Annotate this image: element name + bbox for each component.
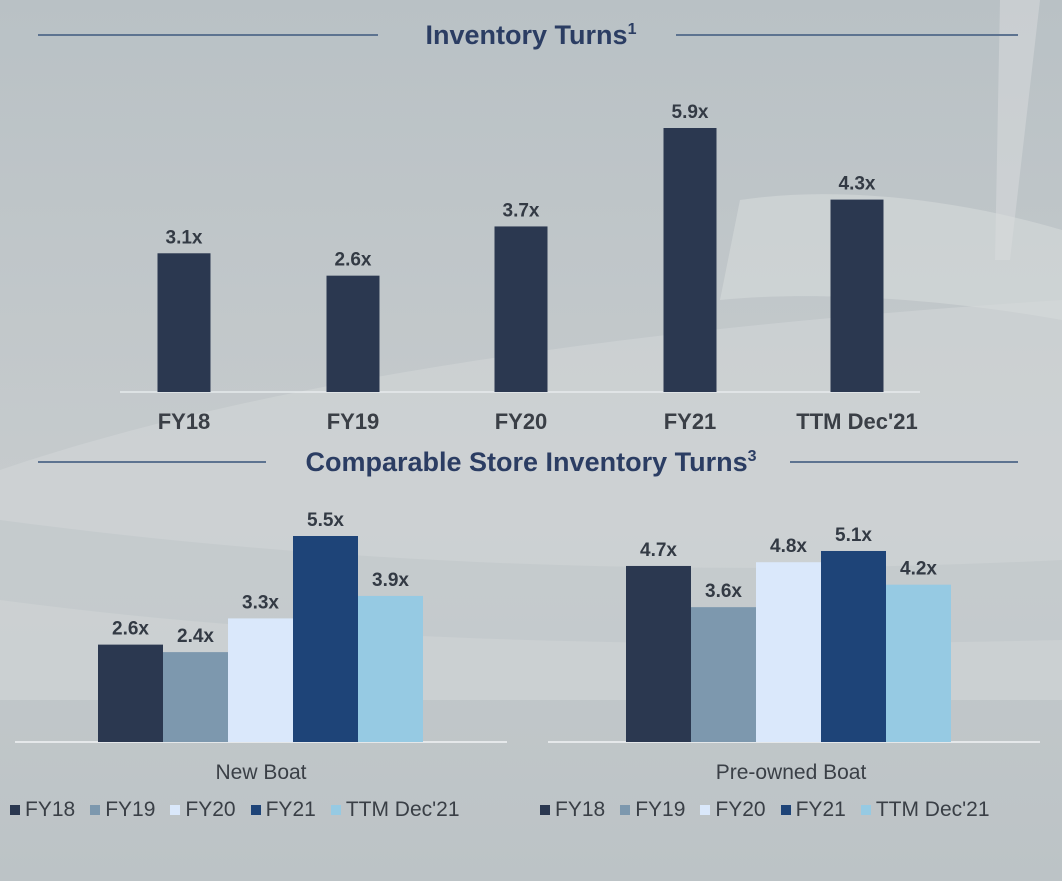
data-label-new-boat-fy21: 5.5x [307, 510, 344, 531]
title-rule-left [38, 34, 378, 36]
tick-label-fy18: FY18 [158, 409, 211, 434]
legend-item-fy21: FY21 [250, 798, 316, 822]
legend-label: FY19 [635, 798, 686, 821]
legend-item-fy21: FY21 [780, 798, 846, 822]
title-rule-right [790, 461, 1018, 463]
bar-new-boat-ttm-dec-21 [358, 595, 423, 742]
bar-new-boat-fy21 [293, 536, 358, 742]
data-label-pre-owned-boat-fy20: 4.8x [770, 536, 807, 557]
bar-pre-owned-boat-fy20 [756, 562, 821, 742]
bar-pre-owned-boat-fy21 [821, 550, 886, 742]
legend-item-fy19: FY19 [620, 798, 685, 822]
data-label-new-boat-fy18: 2.6x [112, 619, 149, 640]
legend-item-fy18: FY18 [540, 798, 605, 822]
legend-swatch [10, 805, 20, 815]
legend-swatch [330, 805, 341, 815]
data-label-fy18: 3.1x [166, 227, 203, 248]
title-rule-right [676, 34, 1018, 36]
legend-label: TTM Dec'21 [875, 798, 990, 821]
legend-label: TTM Dec'21 [345, 798, 460, 821]
category-label-pre-owned-boat: Pre-owned Boat [716, 761, 867, 784]
legend-label: FY20 [715, 798, 766, 821]
chart-title-text: Inventory Turns [425, 20, 628, 50]
tick-label-fy21: FY21 [664, 409, 717, 434]
chart-title-comparable-store: Comparable Store Inventory Turns3 [0, 447, 1062, 478]
tick-label-fy20: FY20 [495, 409, 548, 434]
legend-item-fy20: FY20 [170, 798, 236, 822]
title-rule-left [38, 461, 266, 463]
data-label-new-boat-ttm-dec-21: 3.9x [372, 570, 409, 591]
legend-swatch [170, 805, 181, 815]
legend-swatch [620, 805, 631, 815]
data-label-pre-owned-boat-ttm-dec-21: 4.2x [900, 559, 937, 580]
legend-label: FY21 [265, 798, 316, 821]
legend-item-fy20: FY20 [700, 798, 766, 822]
bar-fy18 [157, 253, 211, 392]
data-label-fy19: 2.6x [335, 250, 372, 271]
data-label-pre-owned-boat-fy18: 4.7x [640, 540, 677, 561]
legend-item-fy18: FY18 [10, 798, 75, 822]
chart-title-inventory-turns: Inventory Turns1 [0, 20, 1062, 51]
footnote-marker: 3 [747, 448, 757, 465]
bar-fy21 [663, 128, 717, 392]
data-label-pre-owned-boat-fy21: 5.1x [835, 525, 872, 546]
legend-item-ttm-dec-21: TTM Dec'21 [330, 798, 460, 822]
bar-new-boat-fy18 [98, 644, 163, 742]
legend-label: FY18 [25, 798, 76, 821]
bar-fy20 [494, 226, 548, 392]
legend-swatch [780, 805, 791, 815]
data-label-new-boat-fy19: 2.4x [177, 626, 214, 647]
data-label-pre-owned-boat-fy19: 3.6x [705, 581, 742, 602]
category-label-new-boat: New Boat [215, 761, 306, 784]
legend-swatch [250, 805, 261, 815]
data-label-fy20: 3.7x [503, 200, 540, 221]
legend-swatch [540, 805, 550, 815]
legend-new-boat: FY18 FY19 FY20 FY21 TTM Dec'21 [10, 798, 460, 822]
legend-label: FY19 [105, 798, 156, 821]
bar-new-boat-fy20 [228, 618, 293, 742]
legend-pre-owned-boat: FY18 FY19 FY20 FY21 TTM Dec'21 [540, 798, 990, 822]
tick-label-fy19: FY19 [327, 409, 380, 434]
bar-pre-owned-boat-fy19 [691, 607, 756, 742]
bar-fy19 [326, 275, 380, 392]
legend-swatch [860, 805, 871, 815]
data-label-ttm-dec-21: 4.3x [839, 174, 876, 195]
bar-new-boat-fy19 [163, 652, 228, 742]
chart-title-text: Comparable Store Inventory Turns [305, 447, 748, 477]
tick-label-ttm-dec-21: TTM Dec'21 [796, 409, 917, 434]
legend-swatch [90, 805, 101, 815]
legend-swatch [700, 805, 711, 815]
bar-pre-owned-boat-fy18 [626, 565, 691, 742]
bar-ttm-dec-21 [830, 199, 884, 392]
legend-item-ttm-dec-21: TTM Dec'21 [860, 798, 990, 822]
footnote-marker: 1 [627, 21, 637, 38]
legend-item-fy19: FY19 [90, 798, 155, 822]
legend-label: FY18 [555, 798, 606, 821]
bar-pre-owned-boat-ttm-dec-21 [886, 584, 951, 742]
data-label-new-boat-fy20: 3.3x [242, 592, 279, 613]
data-label-fy21: 5.9x [672, 102, 709, 123]
legend-label: FY20 [185, 798, 236, 821]
legend-label: FY21 [795, 798, 846, 821]
